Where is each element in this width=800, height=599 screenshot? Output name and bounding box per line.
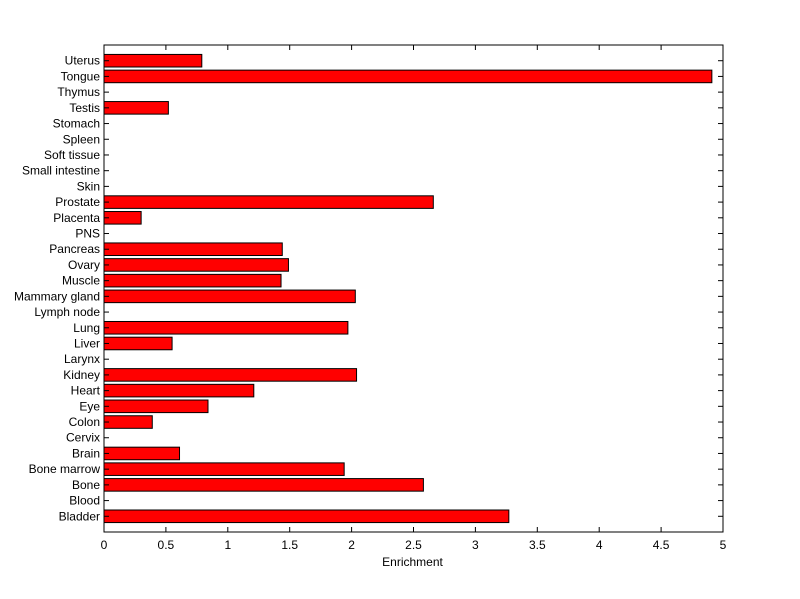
y-tick-label: Thymus [57, 85, 100, 99]
bar-uterus [103, 53, 203, 68]
y-tick-label: Colon [69, 415, 100, 429]
y-tick-label: Lymph node [34, 305, 100, 319]
bar-bone-marrow [103, 462, 345, 476]
x-tick-label: 4.5 [653, 538, 670, 552]
x-tick-label: 3 [472, 538, 479, 552]
x-tick-label: 1.5 [281, 538, 298, 552]
x-tick-label: 0 [101, 538, 108, 552]
bar-placenta [103, 211, 142, 225]
y-tick-label: Skin [77, 179, 100, 193]
bar-colon [103, 415, 153, 429]
plot-frame [103, 44, 724, 533]
y-tick-label: Muscle [62, 274, 100, 288]
x-tick-label: 5 [720, 538, 727, 552]
bar-testis [103, 101, 169, 115]
x-tick-label: 2 [348, 538, 355, 552]
y-tick-label: Pancreas [49, 242, 100, 256]
bar-kidney [103, 368, 358, 382]
y-tick-label: Stomach [53, 117, 100, 131]
x-tick-label: 1 [224, 538, 231, 552]
bar-lung [103, 320, 349, 335]
bar-heart [103, 383, 255, 398]
bar-ovary [103, 258, 289, 272]
y-tick-label: Kidney [63, 368, 100, 382]
y-tick-label: Larynx [64, 352, 100, 366]
bar-brain [103, 446, 181, 461]
bar-liver [103, 336, 173, 351]
bar-bone [103, 478, 424, 492]
y-tick-label: Placenta [53, 211, 100, 225]
x-tick-label: 0.5 [158, 538, 175, 552]
y-tick-label: Ovary [68, 258, 100, 272]
y-tick-label: Cervix [66, 431, 100, 445]
bar-eye [103, 399, 209, 414]
y-tick-label: Brain [72, 446, 100, 460]
x-axis-label: Enrichment [382, 555, 443, 569]
x-tick-label: 4 [596, 538, 603, 552]
y-tick-label: Liver [74, 336, 100, 350]
bar-bladder [103, 509, 510, 524]
y-tick-label: Bone marrow [29, 462, 101, 476]
bar-tongue [103, 69, 713, 84]
y-tick-label: Testis [69, 101, 100, 115]
bar-muscle [103, 273, 282, 288]
y-tick-label: Small intestine [22, 164, 100, 178]
y-tick-label: Soft tissue [44, 148, 100, 162]
y-tick-label: Heart [71, 384, 101, 398]
bar-prostate [103, 195, 434, 209]
x-tick-label: 2.5 [405, 538, 422, 552]
y-tick-label: PNS [75, 227, 100, 241]
y-tick-label: Tongue [61, 69, 101, 83]
y-tick-label: Spleen [63, 132, 100, 146]
y-tick-label: Bone [72, 478, 100, 492]
bar-pancreas [103, 242, 283, 257]
y-tick-label: Bladder [59, 509, 100, 523]
bar-mammary-gland [103, 289, 356, 304]
y-tick-label: Mammary gland [14, 289, 100, 303]
y-tick-label: Lung [73, 321, 100, 335]
bars-group [103, 53, 713, 524]
y-tick-label: Eye [79, 399, 100, 413]
y-tick-label: Prostate [55, 195, 100, 209]
y-tick-label: Blood [69, 494, 100, 508]
y-tick-label: Uterus [65, 54, 100, 68]
x-axis: 0 0.5 1 1.5 2 2.5 3 3.5 4 4.5 5 [101, 45, 727, 552]
x-tick-label: 3.5 [529, 538, 546, 552]
